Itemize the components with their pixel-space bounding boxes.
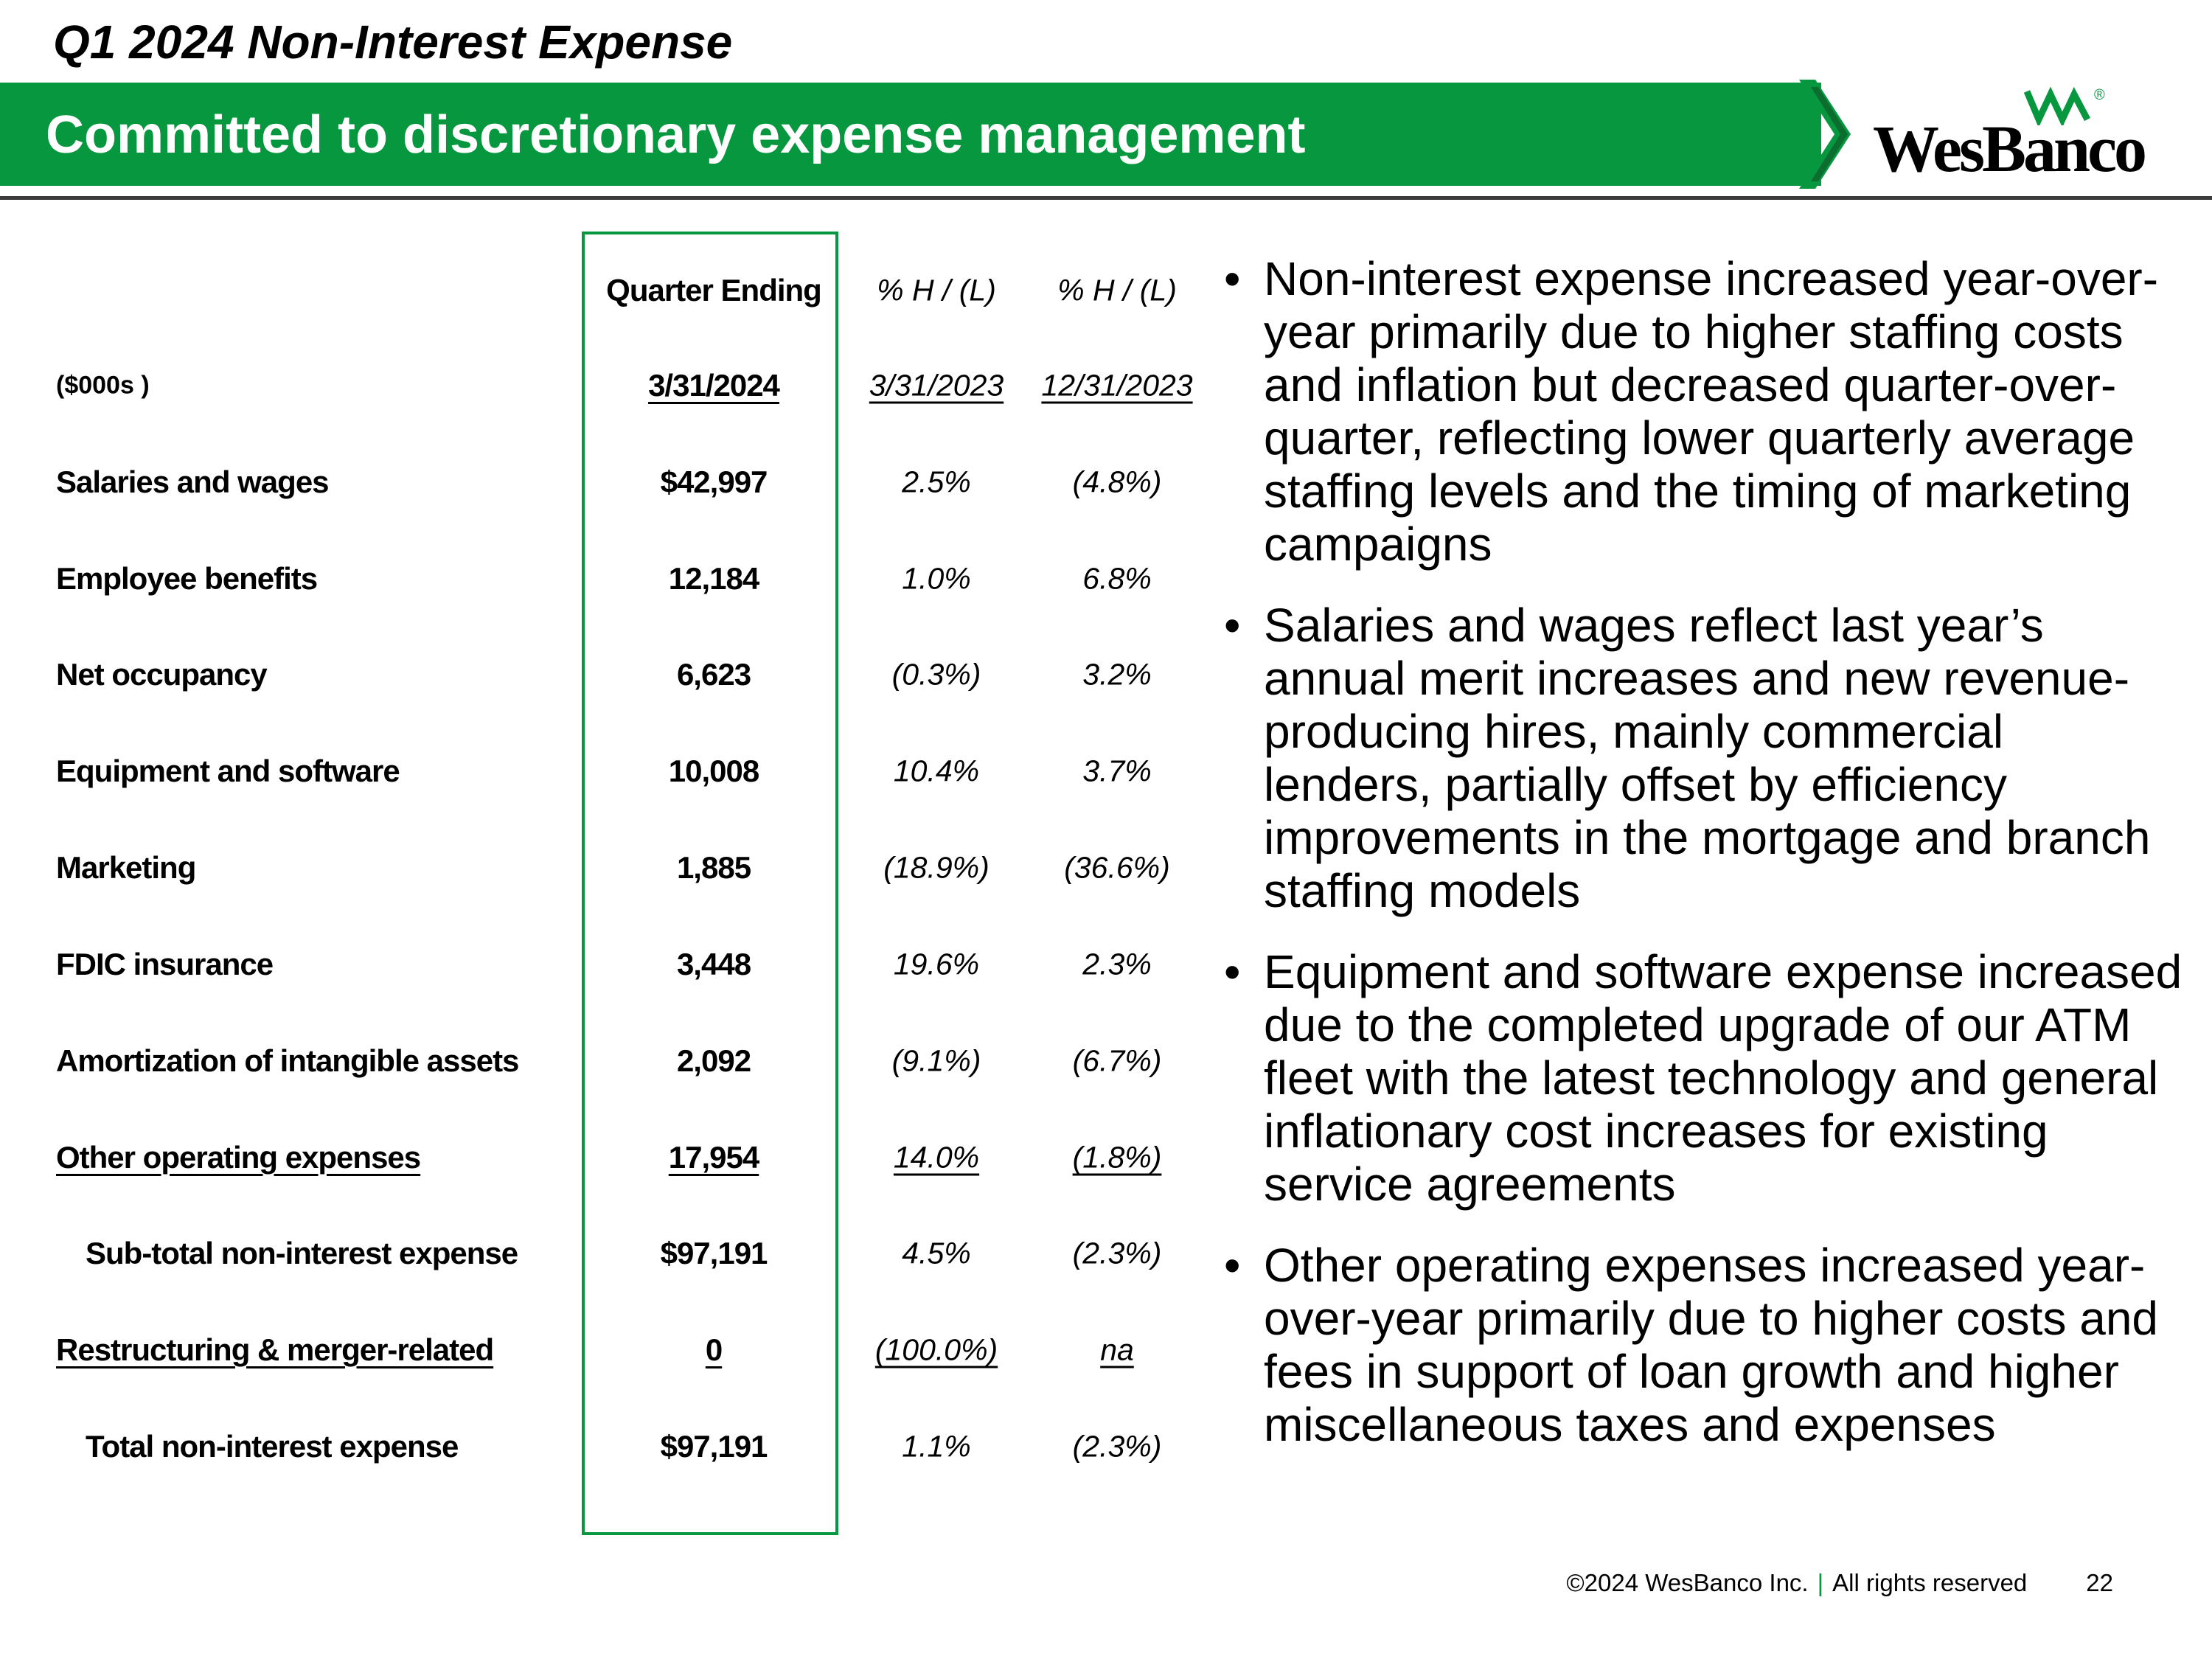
row-pct2: 2.3% <box>1082 947 1152 981</box>
wesbanco-logo: ® WesBanco <box>1873 87 2147 183</box>
row-pct1: (100.0%) <box>874 1332 998 1367</box>
logo-w-mark-icon <box>2024 87 2090 125</box>
row-label: Amortization of intangible assets <box>56 1043 519 1078</box>
row-pct2: (1.8%) <box>1072 1140 1162 1175</box>
col-header-pct2: % H / (L) <box>1057 273 1177 307</box>
bullet-dot-icon: • <box>1224 945 1241 998</box>
date-quarter: 3/31/2024 <box>648 368 780 403</box>
row-pct2: na <box>1100 1332 1134 1367</box>
row-label: Employee benefits <box>56 561 318 596</box>
row-label: FDIC insurance <box>56 947 274 981</box>
row-pct1: 1.0% <box>902 561 971 596</box>
col-header-pct1: % H / (L) <box>877 273 996 307</box>
row-value: 1,885 <box>676 850 751 885</box>
footer: ©2024 WesBanco Inc. | All rights reserved 2… <box>1566 1569 2113 1597</box>
row-value: 0 <box>705 1332 723 1367</box>
bullet-item: • Non-interest expense increased year-ove… <box>1224 252 2183 571</box>
commentary-bullets: • Non-interest expense increased year-ove… <box>1224 252 2183 1479</box>
row-pct2: 6.8% <box>1082 561 1152 596</box>
row-value: 6,623 <box>676 657 751 692</box>
row-pct2: (36.6%) <box>1064 850 1170 885</box>
logo-wordmark: WesBanco <box>1873 113 2147 186</box>
row-pct2: (6.7%) <box>1072 1043 1162 1078</box>
bullet-item: • Other operating expenses increased year… <box>1224 1239 2183 1451</box>
logo-registered-mark: ® <box>2094 87 2105 103</box>
row-value: $97,191 <box>660 1429 768 1464</box>
slide-subtitle: Committed to discretionary expense manag… <box>46 105 1306 164</box>
row-pct2: (4.8%) <box>1072 465 1162 499</box>
row-label: Other operating expenses <box>56 1140 421 1175</box>
bullet-dot-icon: • <box>1224 252 1241 305</box>
row-pct1: 4.5% <box>902 1236 971 1270</box>
row-value: $42,997 <box>660 465 768 499</box>
bullet-item: • Equipment and software expense increase… <box>1224 945 2183 1211</box>
row-pct2: 3.7% <box>1082 754 1152 788</box>
slide-title: Q1 2024 Non-Interest Expense <box>53 15 733 69</box>
units-label: ($000s ) <box>56 371 150 400</box>
quarter-highlight-box <box>582 232 838 1535</box>
row-value: 3,448 <box>676 947 751 981</box>
row-pct2: (2.3%) <box>1072 1236 1162 1270</box>
row-pct1: (9.1%) <box>891 1043 981 1078</box>
row-pct1: 2.5% <box>902 465 971 499</box>
row-label: Salaries and wages <box>56 465 330 499</box>
row-label: Marketing <box>56 850 196 885</box>
row-value: 17,954 <box>668 1140 759 1175</box>
header-rule <box>0 196 2212 200</box>
row-pct1: 10.4% <box>893 754 980 788</box>
row-value: 10,008 <box>668 754 759 788</box>
row-pct2: 3.2% <box>1082 657 1152 692</box>
row-label: Total non-interest expense <box>86 1429 459 1464</box>
page-number: 22 <box>2086 1569 2113 1596</box>
bullet-dot-icon: • <box>1224 1239 1241 1292</box>
row-value: 2,092 <box>676 1043 751 1078</box>
col-header-quarter: Quarter Ending <box>606 273 822 307</box>
row-label: Net occupancy <box>56 657 268 692</box>
row-pct2: (2.3%) <box>1072 1429 1162 1464</box>
date-pct2: 12/31/2023 <box>1041 368 1193 403</box>
row-pct1: 1.1% <box>902 1429 971 1464</box>
row-pct1: (18.9%) <box>883 850 990 885</box>
footer-rights: All rights reserved <box>1832 1569 2028 1596</box>
row-pct1: 14.0% <box>893 1140 980 1175</box>
footer-separator: | <box>1817 1569 1824 1596</box>
bullet-text: Other operating expenses increased year-… <box>1264 1239 2158 1451</box>
bullet-dot-icon: • <box>1224 599 1241 652</box>
row-label: Equipment and software <box>56 754 400 788</box>
date-pct1: 3/31/2023 <box>869 368 1004 403</box>
row-label: Sub-total non-interest expense <box>86 1236 518 1270</box>
row-value: 12,184 <box>668 561 759 596</box>
row-label: Restructuring & merger-related <box>56 1332 494 1367</box>
row-pct1: 19.6% <box>893 947 980 981</box>
footer-copyright: ©2024 WesBanco Inc. <box>1566 1569 1809 1596</box>
bullet-item: • Salaries and wages reflect last year’s … <box>1224 599 2183 917</box>
row-value: $97,191 <box>660 1236 768 1270</box>
bullet-text: Salaries and wages reflect last year’s a… <box>1264 599 2151 917</box>
banner-chevron-icon <box>1799 80 1851 189</box>
bullet-text: Equipment and software expense increased… <box>1264 945 2183 1211</box>
title-banner <box>0 83 1821 186</box>
row-pct1: (0.3%) <box>891 657 981 692</box>
bullet-text: Non-interest expense increased year-over… <box>1264 252 2159 571</box>
